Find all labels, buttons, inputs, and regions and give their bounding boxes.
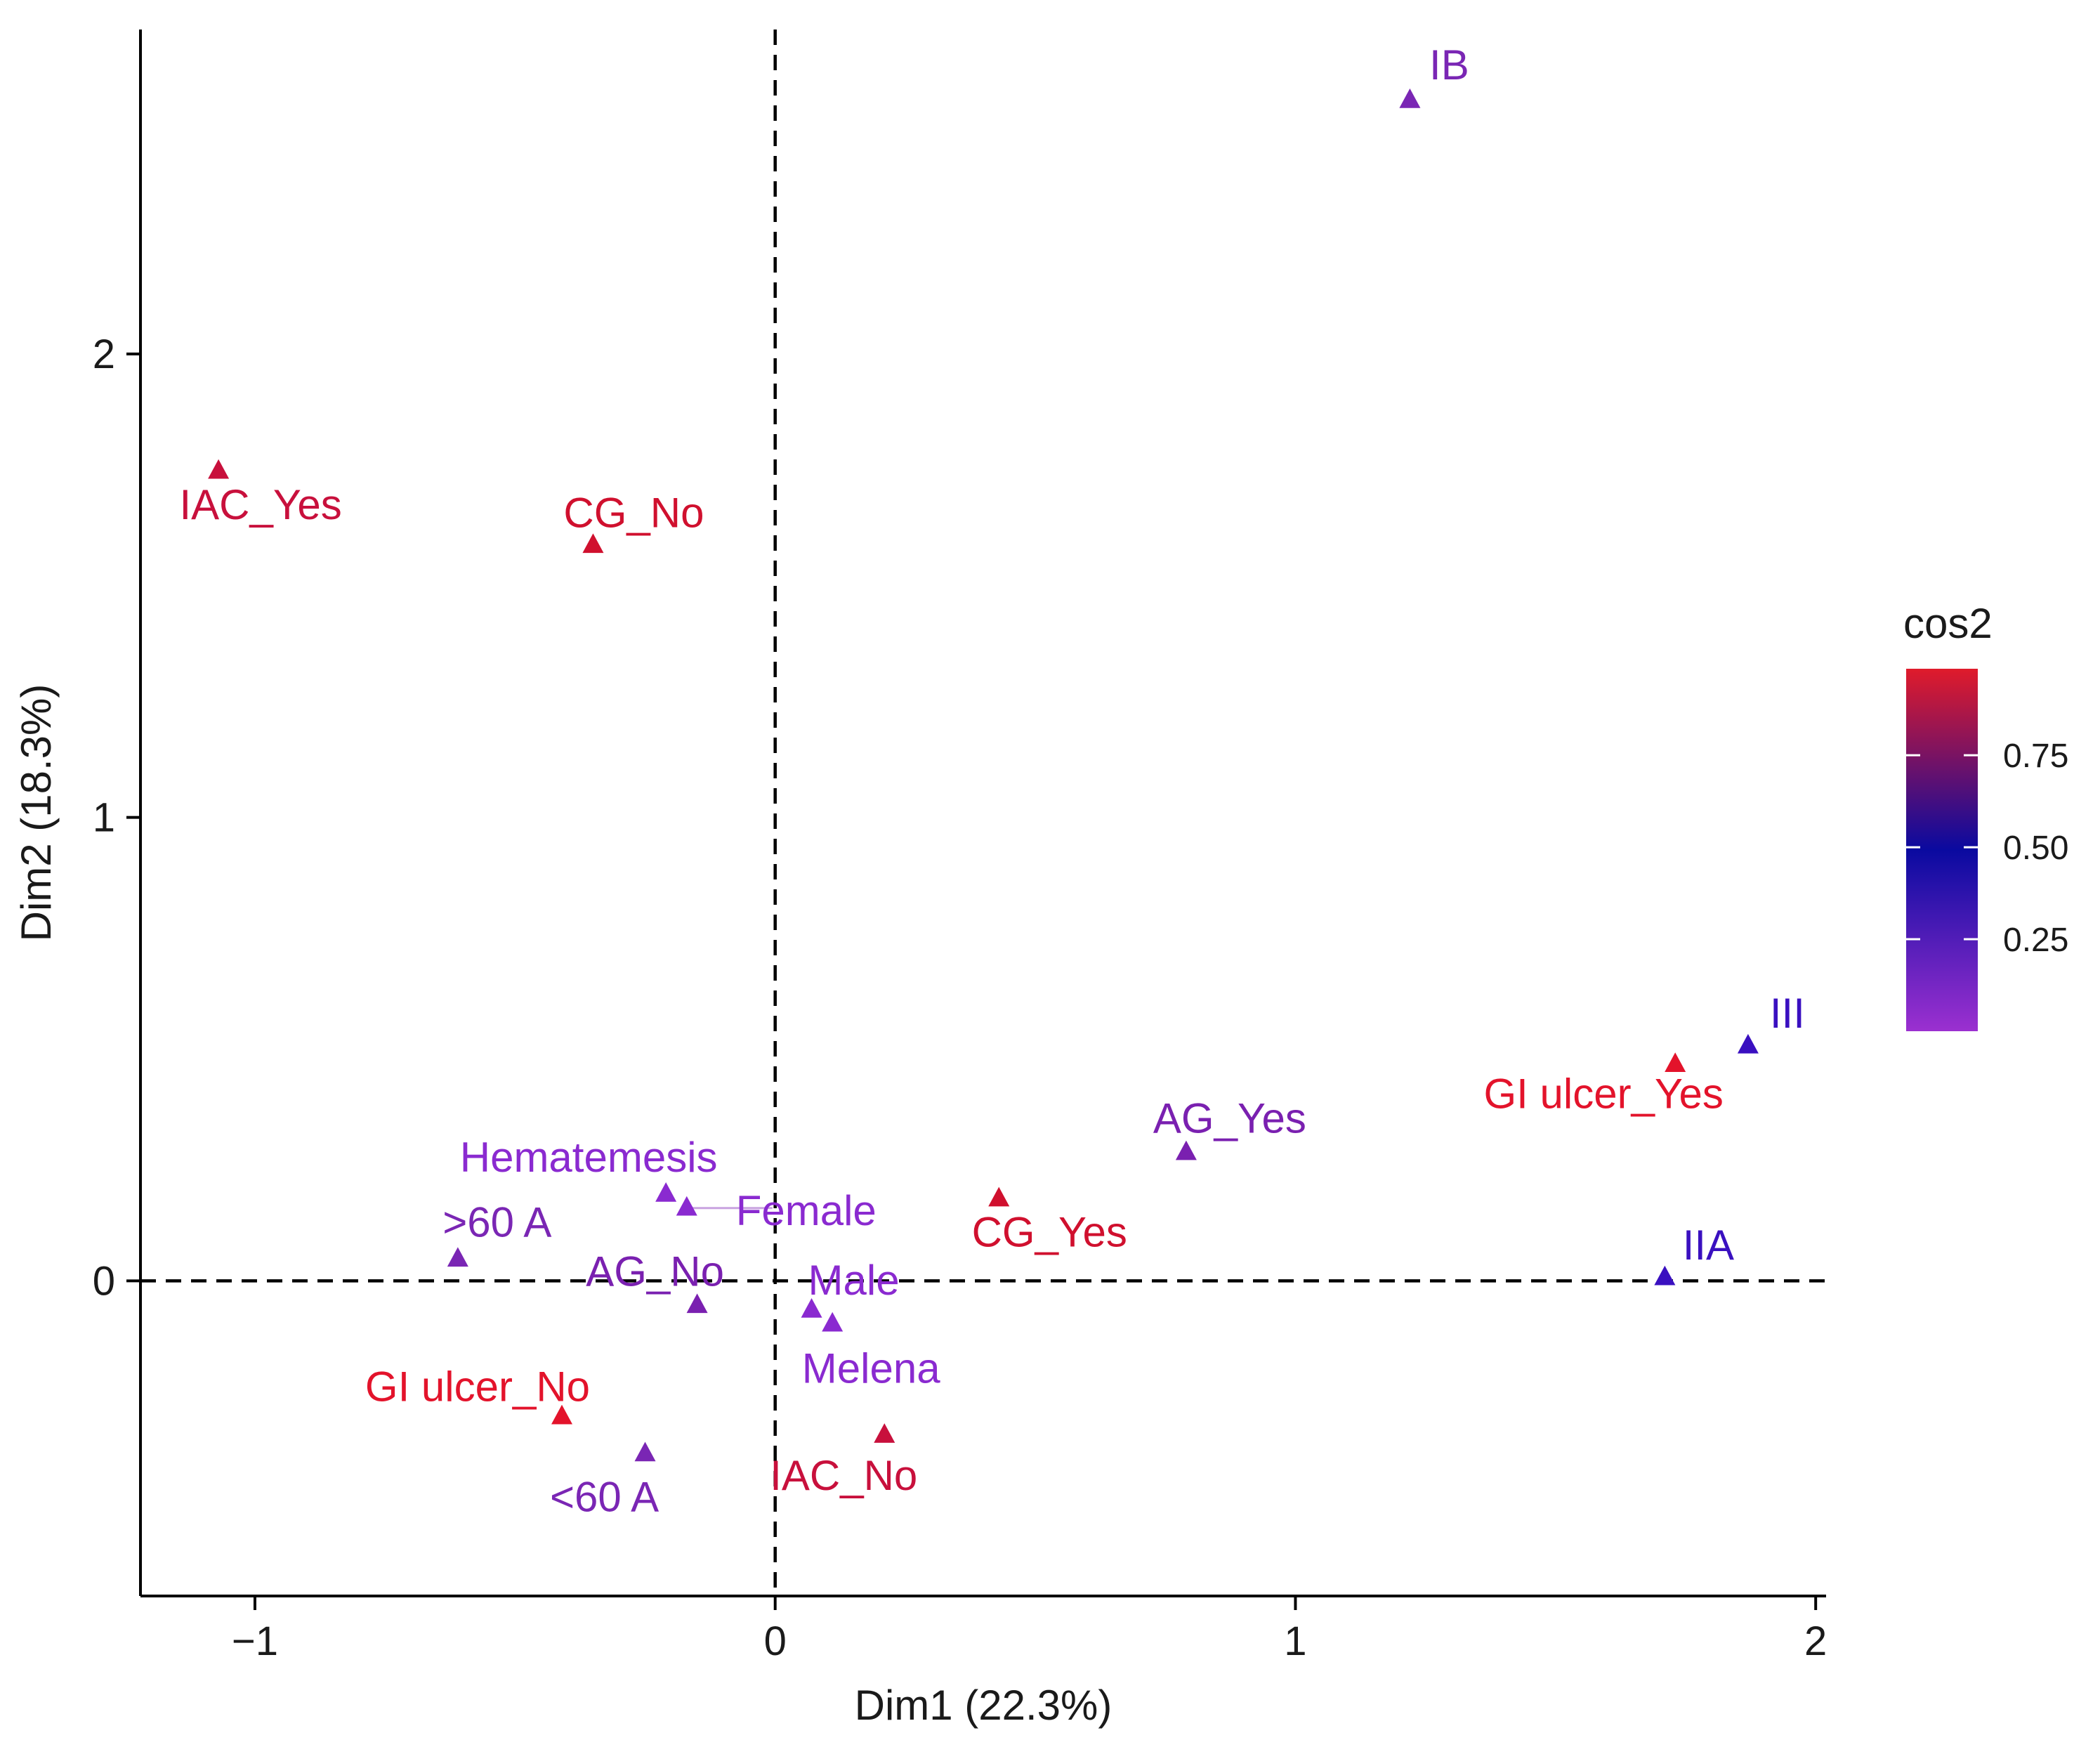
point-label: Male: [808, 1257, 900, 1304]
x-tick-label: 2: [1804, 1618, 1827, 1664]
point-label: III: [1770, 990, 1805, 1037]
point-label: IAC_No: [770, 1452, 917, 1499]
point-label: GI ulcer_Yes: [1484, 1070, 1724, 1117]
y-axis-ticks: 0 1 2: [93, 332, 140, 1304]
cos2-legend: cos2 0.75 0.50 0.25: [1903, 600, 2068, 1031]
point-marker: [1175, 1140, 1197, 1160]
data-points: [208, 88, 1759, 1462]
point-label: AG_Yes: [1153, 1095, 1306, 1142]
point-marker: [551, 1404, 572, 1425]
point-marker: [686, 1293, 708, 1314]
point-label: IIA: [1683, 1222, 1734, 1269]
point-marker: [1665, 1052, 1686, 1073]
point-label: Female: [736, 1187, 877, 1234]
point-label: CG_Yes: [972, 1209, 1127, 1256]
point-marker: [1654, 1265, 1676, 1286]
point-marker: [208, 459, 230, 479]
point-label: >60 A: [442, 1198, 551, 1245]
legend-tick-label: 0.50: [2003, 830, 2068, 867]
y-tick-label: 1: [93, 795, 115, 841]
point-marker: [874, 1423, 895, 1443]
point-label: CG_No: [563, 489, 704, 536]
point-marker: [676, 1196, 697, 1216]
x-tick-label: −1: [232, 1618, 278, 1664]
legend-tick-label: 0.75: [2003, 738, 2068, 775]
point-marker: [988, 1186, 1010, 1207]
point-label: AG_No: [586, 1248, 724, 1295]
y-axis-title: Dim2 (18.3%): [13, 684, 60, 942]
point-labels: IB IAC_Yes CG_No III GI ulcer_Yes AG_Yes CG_Ye…: [179, 41, 1804, 1521]
legend-ticks: 0.75 0.50 0.25: [1906, 738, 2068, 959]
point-marker: [1737, 1033, 1759, 1054]
point-label: GI ulcer_No: [365, 1363, 590, 1411]
point-label: IAC_Yes: [179, 481, 341, 528]
legend-color-bar: [1906, 669, 1978, 1031]
point-marker: [634, 1441, 656, 1462]
legend-tick-label: 0.25: [2003, 922, 2068, 959]
point-label: Hematemesis: [460, 1134, 718, 1181]
point-marker: [447, 1247, 468, 1267]
point-label: IB: [1429, 41, 1469, 89]
point-label: Melena: [802, 1345, 940, 1392]
y-tick-label: 2: [93, 332, 115, 377]
x-axis-ticks: −1 0 1 2: [232, 1596, 1827, 1664]
point-label: <60 A: [550, 1473, 659, 1520]
point-marker: [655, 1182, 677, 1202]
y-tick-label: 0: [93, 1258, 115, 1304]
point-marker: [582, 533, 604, 554]
point-marker: [801, 1297, 822, 1318]
point-marker: [822, 1311, 844, 1332]
point-marker: [1399, 88, 1421, 108]
x-axis-title: Dim1 (22.3%): [855, 1682, 1113, 1729]
x-tick-label: 0: [764, 1618, 787, 1664]
x-tick-label: 1: [1284, 1618, 1306, 1664]
legend-title: cos2: [1903, 600, 1993, 647]
